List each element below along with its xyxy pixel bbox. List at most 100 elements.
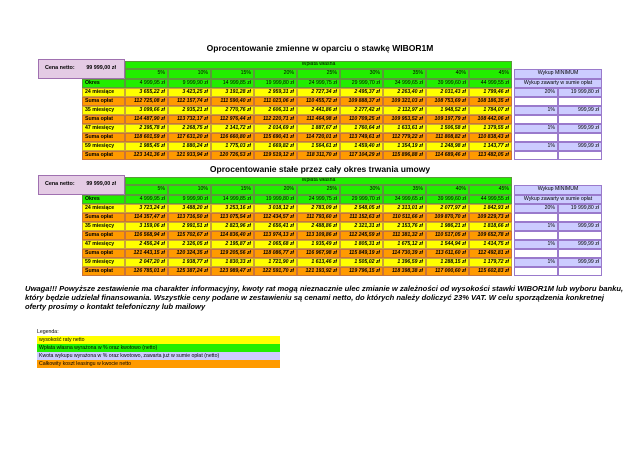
- table-cell: 1 675,12 zł: [383, 240, 426, 249]
- table-cell: 1 775,03 zł: [211, 142, 254, 151]
- table-cell: 2 112,97 zł: [383, 106, 426, 115]
- table-cell: 109 888,37 zł: [340, 97, 383, 106]
- disclaimer-text: Uwaga!!! Powyższe zestawienie ma charakt…: [25, 284, 624, 312]
- down-payment-percent: 15%: [211, 69, 254, 79]
- table-cell: 1 288,15 zł: [426, 258, 469, 267]
- table-cell: 3 723,24 zł: [125, 204, 168, 213]
- table-cell: 122 591,70 zł: [254, 267, 297, 276]
- down-payment-percent: 25%: [297, 185, 340, 195]
- table-cell: 109 652,78 zł: [469, 231, 512, 240]
- table-cell: 19 999,80 zł: [254, 79, 297, 88]
- down-payment-percent: 5%: [125, 185, 168, 195]
- table-cell: 2 277,42 zł: [340, 106, 383, 115]
- legend-item-buyout: Kwota wykupu wyrażona w % oraz kwotowo, …: [37, 352, 280, 360]
- table-cell: 118 398,38 zł: [383, 267, 426, 276]
- buyout-empty-cell: [514, 151, 558, 160]
- table-cell: 108 442,06 zł: [469, 115, 512, 124]
- table-cell: 2 456,24 zł: [125, 240, 168, 249]
- table-cell: 123 141,36 zł: [125, 151, 168, 160]
- row-label: 59 miesięcy: [82, 142, 125, 151]
- table-cell: 29 999,70 zł: [340, 195, 383, 204]
- table-cell: 1 459,40 zł: [340, 142, 383, 151]
- net-price-box: Cena netto: 99 999,00 zł: [38, 175, 125, 195]
- table-cell: 3 655,22 zł: [125, 88, 168, 97]
- table-cell: 9 999,90 zł: [168, 195, 211, 204]
- net-price-label: Cena netto:: [45, 181, 75, 188]
- buyout-empty-cell: [558, 151, 602, 160]
- table-cell: 14 999,85 zł: [211, 195, 254, 204]
- table-cell: 109 870,70 zł: [426, 213, 469, 222]
- row-label: Suma opłat: [82, 115, 125, 124]
- table-cell: 1 985,45 zł: [125, 142, 168, 151]
- buyout-subheader: Wykup zawarty w sumie opłat: [514, 195, 602, 204]
- buyout-empty-cell: [558, 115, 602, 124]
- table-cell: 2 014,69 zł: [254, 124, 297, 133]
- down-payment-percent: 35%: [383, 185, 426, 195]
- table-cell: 3 191,28 zł: [211, 88, 254, 97]
- buyout-percent: 1%: [514, 124, 558, 133]
- buyout-amount: 999,99 zł: [558, 222, 602, 231]
- table-cell: 110 511,66 zł: [383, 213, 426, 222]
- down-payment-percent: 25%: [297, 69, 340, 79]
- net-price-value: 99 999,00 zł: [86, 65, 116, 72]
- table-cell: 114 836,40 zł: [211, 231, 254, 240]
- table-cell: 123 989,47 zł: [211, 267, 254, 276]
- row-label: 59 miesięcy: [82, 258, 125, 267]
- down-payment-percent: 30%: [340, 185, 383, 195]
- net-price-box: Cena netto: 99 999,00 zł: [38, 59, 125, 79]
- buyout-header: Wykup MINIMUM: [514, 185, 602, 195]
- buyout-amount: 999,99 zł: [558, 124, 602, 133]
- table-cell: 1 613,46 zł: [297, 258, 340, 267]
- buyout-empty-cell: [558, 249, 602, 258]
- table-cell: 120 324,35 zł: [168, 249, 211, 258]
- buyout-empty-cell: [514, 249, 558, 258]
- table-cell: 120 726,53 zł: [211, 151, 254, 160]
- buyout-percent: 1%: [514, 142, 558, 151]
- row-label: 24 miesiące: [82, 88, 125, 97]
- table-cell: 2 606,31 zł: [254, 106, 297, 115]
- table-cell: 109 229,73 zł: [469, 213, 512, 222]
- table-cell: 113 732,17 zł: [168, 115, 211, 124]
- table-cell: 2 959,31 zł: [254, 88, 297, 97]
- row-label: Suma opłat: [82, 249, 125, 258]
- table-cell: 4 999,95 zł: [125, 79, 168, 88]
- table-cell: 1 564,61 zł: [297, 142, 340, 151]
- table-cell: 112 976,44 zł: [211, 115, 254, 124]
- buyout-amount: 19 999,80 zł: [558, 88, 602, 97]
- table-cell: 2 321,31 zł: [340, 222, 383, 231]
- table-cell: 29 999,70 zł: [340, 79, 383, 88]
- buyout-percent: 1%: [514, 258, 558, 267]
- buyout-subheader: Wykup zawarty w sumie opłat: [514, 79, 602, 88]
- table-cell: 115 849,19 zł: [340, 249, 383, 258]
- table-cell: 114 720,01 zł: [297, 133, 340, 142]
- row-label: Suma opłat: [82, 213, 125, 222]
- table-cell: 2 656,41 zł: [254, 222, 297, 231]
- table-cell: 1 396,59 zł: [383, 258, 426, 267]
- table-cell: 44 999,55 zł: [469, 195, 512, 204]
- buyout-percent: 1%: [514, 240, 558, 249]
- down-payment-percent: 15%: [211, 185, 254, 195]
- table-cell: 119 796,15 zł: [340, 267, 383, 276]
- down-payment-percent: 10%: [168, 185, 211, 195]
- table-cell: 34 999,65 zł: [383, 79, 426, 88]
- table-cell: 3 018,12 zł: [254, 204, 297, 213]
- row-label: 35 miesięcy: [82, 106, 125, 115]
- down-payment-percent: 40%: [426, 69, 469, 79]
- down-payment-percent: 45%: [469, 69, 512, 79]
- down-payment-percent: 5%: [125, 69, 168, 79]
- table-cell: 2 065,68 zł: [254, 240, 297, 249]
- table-cell: 111 793,60 zł: [297, 213, 340, 222]
- table-cell: 110 838,43 zł: [469, 133, 512, 142]
- buyout-amount: 19 999,80 zł: [558, 204, 602, 213]
- table-cell: 111 152,63 zł: [340, 213, 383, 222]
- table-cell: 112 157,74 zł: [168, 97, 211, 106]
- buyout-empty-cell: [558, 231, 602, 240]
- table-cell: 2 783,09 zł: [297, 204, 340, 213]
- table-cell: 1 248,98 zł: [426, 142, 469, 151]
- table-cell: 3 488,20 zł: [168, 204, 211, 213]
- table-cell: 2 991,51 zł: [168, 222, 211, 231]
- table-title: Oprocentowanie zmienne w oparciu o stawk…: [206, 43, 434, 53]
- table-cell: 121 443,15 zł: [125, 249, 168, 258]
- table-cell: 1 880,24 zł: [168, 142, 211, 151]
- table-cell: 116 660,80 zł: [211, 133, 254, 142]
